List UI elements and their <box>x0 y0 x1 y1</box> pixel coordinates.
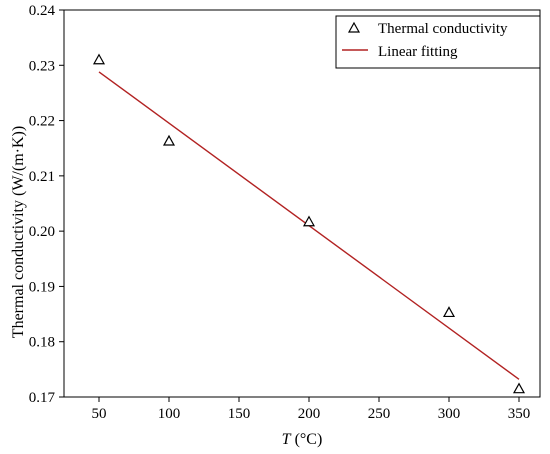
data-points-layer <box>92 53 526 394</box>
y-tick-labels: 0.17 0.18 0.19 0.20 0.21 0.22 0.23 0.24 <box>29 3 56 406</box>
legend: Thermal conductivity Linear fitting <box>335 15 541 69</box>
legend-label-linear-fitting: Linear fitting <box>378 44 458 60</box>
x-tick-label: 300 <box>438 406 461 422</box>
y-tick-label: 0.17 <box>29 390 56 406</box>
plot-border <box>63 9 541 398</box>
x-tick-label: 100 <box>158 406 181 422</box>
x-axis-unit: (°C) <box>291 431 323 448</box>
y-tick-label: 0.22 <box>29 114 55 130</box>
data-point <box>92 53 106 65</box>
data-point <box>442 306 456 318</box>
y-tick-label: 0.23 <box>29 58 55 74</box>
legend-label-thermal-conductivity: Thermal conductivity <box>378 21 508 37</box>
x-tick-label: 350 <box>508 406 531 422</box>
legend-marker-thermal-conductivity <box>347 21 361 33</box>
axis-ticks <box>59 9 520 402</box>
x-tick-label: 50 <box>92 406 107 422</box>
y-tick-label: 0.21 <box>29 169 55 185</box>
y-tick-label: 0.19 <box>29 279 55 295</box>
data-point <box>302 215 316 227</box>
y-tick-label: 0.20 <box>29 224 55 240</box>
x-tick-label: 150 <box>228 406 251 422</box>
data-point <box>512 382 526 394</box>
x-axis-variable: T <box>282 431 292 448</box>
y-tick-label: 0.24 <box>29 3 56 19</box>
x-axis-title: T (°C) <box>282 431 323 448</box>
y-axis-title: Thermal conductivity (W/(m·K)) <box>10 126 27 338</box>
y-tick-label: 0.18 <box>29 335 55 351</box>
plot-area <box>63 9 541 398</box>
x-tick-label: 250 <box>368 406 391 422</box>
x-tick-labels: 50 100 150 200 250 300 350 <box>92 406 531 422</box>
x-tick-label: 200 <box>298 406 321 422</box>
data-point <box>162 134 176 146</box>
legend-box <box>335 15 541 69</box>
